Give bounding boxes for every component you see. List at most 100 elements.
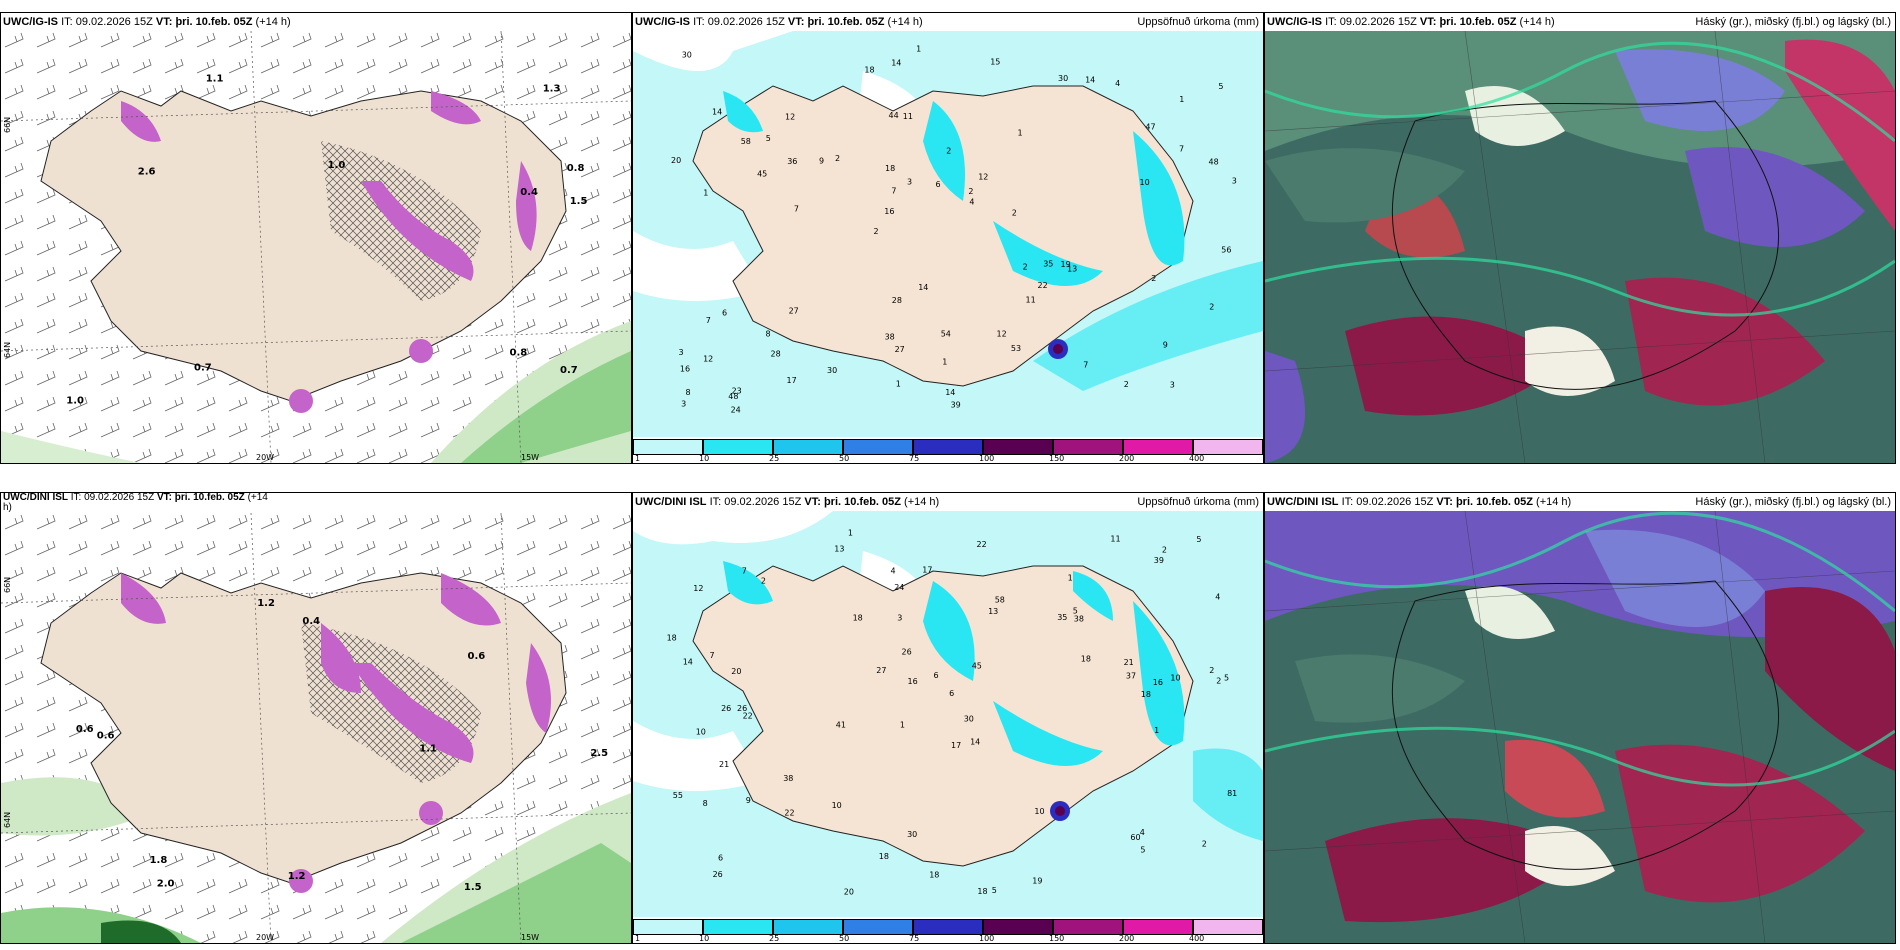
map-value-label: 8 xyxy=(766,330,771,339)
map-value-label: 20 xyxy=(671,156,681,165)
map-value-label: 2 xyxy=(874,227,879,236)
map-value-label: 5 xyxy=(1073,607,1078,616)
map-value-label: 10 xyxy=(1140,178,1150,187)
panel-header: UWC/DINI ISL IT: 09.02.2026 15Z VT: þri.… xyxy=(633,493,1263,511)
map-value-label: 48 xyxy=(1209,157,1219,166)
lead-time: (+14 h) xyxy=(255,16,291,28)
map-value-label: 1 xyxy=(896,380,901,389)
map-value-label: 1.3 xyxy=(543,83,561,94)
map-value-label: 11 xyxy=(1110,535,1120,544)
vt-label: VT: xyxy=(804,496,821,508)
panel-top-right-cloud-map: UWC/IG-IS IT: 09.02.2026 15Z VT: þri. 10… xyxy=(1264,12,1896,464)
map-value-label: 16 xyxy=(1153,678,1163,687)
map-value-label: 7 xyxy=(891,187,896,196)
panel-bottom-left-wind-map: UWC/DINI ISL IT: 09.02.2026 15Z VT: þri.… xyxy=(0,492,632,944)
map-value-label: 17 xyxy=(951,741,961,750)
map-value-label: 0.8 xyxy=(510,348,528,359)
map-value-label: 0.4 xyxy=(520,187,538,198)
it-value: 09.02.2026 15Z xyxy=(1339,16,1417,28)
colorbar-swatch xyxy=(1053,919,1123,935)
colorbar-tick: 25 xyxy=(769,934,780,943)
colorbar-tick: 150 xyxy=(1049,454,1065,463)
vt-value: þri. 10.feb. 05Z xyxy=(1455,496,1533,508)
map-value-label: 1.1 xyxy=(206,74,224,85)
map-value-label: 7 xyxy=(1083,361,1088,370)
lat-label: 66N xyxy=(3,576,12,593)
map-value-label: 18 xyxy=(853,614,863,623)
map-value-label: 22 xyxy=(743,712,753,721)
map-value-label: 9 xyxy=(1163,341,1168,350)
map-value-label: 14 xyxy=(712,108,722,117)
colorbar-tick: 50 xyxy=(839,934,850,943)
map-value-label: 38 xyxy=(1074,614,1084,623)
panel-header: UWC/IG-IS IT: 09.02.2026 15Z VT: þri. 10… xyxy=(633,13,1263,31)
panel-header: UWC/IG-IS IT: 09.02.2026 15Z VT: þri. 10… xyxy=(1265,13,1895,31)
map-value-label: 8 xyxy=(686,388,691,397)
map-value-label: 24 xyxy=(731,405,741,414)
panel-header: UWC/DINI ISL IT: 09.02.2026 15Z VT: þri.… xyxy=(1265,493,1895,511)
map-value-label: 1 xyxy=(1179,95,1184,104)
map-value-label: 6 xyxy=(934,671,939,680)
lat-label: 64N xyxy=(3,811,12,828)
colorbar-tick: 100 xyxy=(979,934,995,943)
map-value-label: 2 xyxy=(835,154,840,163)
colorbar-swatch xyxy=(1193,439,1263,455)
colorbar-swatch xyxy=(983,439,1053,455)
map-value-label: 1 xyxy=(1018,129,1023,138)
map-value-label: 10 xyxy=(1170,674,1180,683)
colorbar-tick: 75 xyxy=(909,454,920,463)
map-value-label: 2 xyxy=(1124,380,1129,389)
lon-label: 20W xyxy=(256,453,275,462)
map-value-label: 8 xyxy=(703,799,708,808)
map-value-label: 2 xyxy=(1012,208,1017,217)
colorbar-swatch xyxy=(1123,919,1193,935)
map-value-label: 7 xyxy=(794,204,799,213)
map-title: Háský (gr.), miðský (fj.bl.) og lágský (… xyxy=(1695,496,1891,508)
map-value-label: 0.6 xyxy=(468,651,486,662)
map-value-label: 0.7 xyxy=(560,365,578,376)
colorbar-swatch xyxy=(703,919,773,935)
map-value-label: 35 xyxy=(1057,613,1067,622)
map-value-label: 1.5 xyxy=(464,882,482,893)
map-value-label: 1 xyxy=(1068,574,1073,583)
map-value-label: 60 xyxy=(1130,833,1140,842)
map-value-label: 18 xyxy=(864,66,874,75)
map-value-label: 0.8 xyxy=(567,163,585,174)
map-value-label: 22 xyxy=(784,809,794,818)
map-value-label: 53 xyxy=(1011,344,1021,353)
colorbar-swatch xyxy=(773,919,843,935)
map-value-label: 11 xyxy=(903,112,913,121)
map-value-label: 2 xyxy=(1023,263,1028,272)
colorbar-swatch xyxy=(703,439,773,455)
map-value-label: 14 xyxy=(1085,76,1095,85)
lead-time: (+14 h) xyxy=(887,16,923,28)
map-value-label: 19 xyxy=(1032,876,1042,885)
map-value-label: 16 xyxy=(884,207,894,216)
vt-label: VT: xyxy=(156,492,172,503)
colorbar-tick: 400 xyxy=(1189,454,1205,463)
panel-top-mid-precip-map: UWC/IG-IS IT: 09.02.2026 15Z VT: þri. 10… xyxy=(632,12,1264,464)
map-value-label: 3 xyxy=(1170,381,1175,390)
map-value-label: 6 xyxy=(718,853,723,862)
vt-value: þri. 10.feb. 05Z xyxy=(823,496,901,508)
map-value-label: 24 xyxy=(894,583,904,592)
map-value-label: 5 xyxy=(766,134,771,143)
lat-label: 66N xyxy=(3,116,12,133)
map-value-label: 45 xyxy=(757,170,767,179)
vt-value: þri. 10.feb. 05Z xyxy=(175,16,253,28)
map-value-label: 10 xyxy=(696,728,706,737)
map-value-label: 5 xyxy=(1196,535,1201,544)
panel-bottom-right-cloud-map: UWC/DINI ISL IT: 09.02.2026 15Z VT: þri.… xyxy=(1264,492,1896,944)
map-value-label: 36 xyxy=(787,157,797,166)
vt-value: þri. 10.feb. 05Z xyxy=(807,16,885,28)
map-value-label: 30 xyxy=(964,715,974,724)
panel-header: UWC/DINI ISL IT: 09.02.2026 15Z VT: þri.… xyxy=(1,493,631,513)
map-value-label: 27 xyxy=(789,306,799,315)
map-value-label: 4 xyxy=(1215,592,1220,601)
map-value-label: 14 xyxy=(683,658,693,667)
map-value-label: 1 xyxy=(942,357,947,366)
colorbar-tick: 25 xyxy=(769,454,780,463)
colorbar-tick: 50 xyxy=(839,454,850,463)
vt-label: VT: xyxy=(787,16,805,28)
map-value-label: 3 xyxy=(1232,177,1237,186)
